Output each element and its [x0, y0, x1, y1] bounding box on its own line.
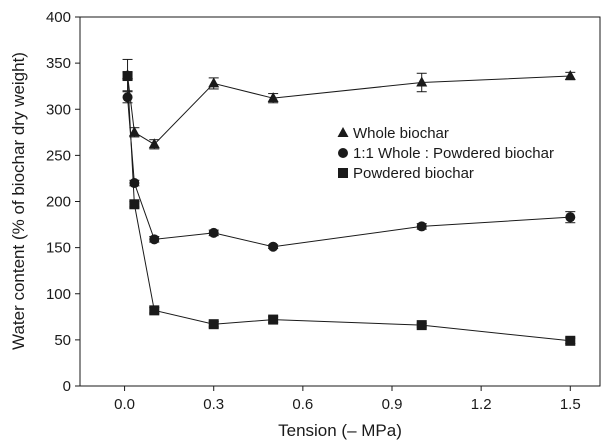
legend-marker-triangle: [337, 127, 349, 137]
y-tick-label: 150: [46, 240, 71, 257]
series-square: [122, 71, 576, 346]
x-axis-label: Tension (– MPa): [278, 421, 402, 440]
legend-label: Powdered biochar: [353, 165, 474, 182]
x-tick-label: 0.3: [203, 396, 224, 413]
data-point: [564, 70, 576, 81]
y-tick-label: 100: [46, 286, 71, 303]
data-point: [208, 77, 220, 88]
series-line: [127, 76, 571, 342]
series-line: [127, 97, 571, 248]
x-tick-label: 0.6: [292, 396, 313, 413]
data-point: [148, 138, 160, 149]
y-tick-label: 250: [46, 147, 71, 164]
y-tick-label: 50: [54, 332, 71, 349]
legend: Whole biochar 1:1 Whole : Powdered biocha…: [337, 125, 554, 182]
data-point: [416, 221, 427, 232]
series-line: [127, 75, 571, 145]
data-point: [268, 241, 279, 252]
legend-marker-square: [338, 168, 348, 178]
y-tick-label: 400: [46, 9, 71, 26]
x-tick-label: 0.9: [382, 396, 403, 413]
data-point: [128, 126, 140, 137]
series-circle: [122, 91, 576, 252]
data-point: [565, 212, 576, 223]
plot-frame: [79, 16, 601, 387]
y-tick-label: 200: [46, 194, 71, 211]
axis-ticks: 0 50 100 150 200 250 300 350 400 0.0 0.3 0.6 0.9 1.2 1…: [46, 9, 581, 413]
y-tick-label: 300: [46, 101, 71, 118]
data-point: [565, 335, 576, 346]
data-point: [149, 234, 160, 245]
legend-marker-circle: [338, 148, 348, 158]
data-point: [208, 319, 219, 330]
data-point: [416, 76, 428, 87]
data-point: [149, 305, 160, 316]
data-point: [208, 227, 219, 238]
data-point: [267, 92, 279, 103]
y-tick-label: 0: [63, 378, 71, 395]
legend-label: 1:1 Whole : Powdered biochar: [353, 145, 554, 162]
y-axis-label: Water content (% of biochar dry weight): [9, 52, 28, 350]
data-point: [122, 71, 133, 82]
series-layer: [122, 58, 576, 346]
legend-label: Whole biochar: [353, 125, 449, 142]
x-tick-label: 1.5: [560, 396, 581, 413]
x-tick-label: 0.0: [114, 396, 135, 413]
y-tick-label: 350: [46, 55, 71, 72]
x-tick-label: 1.2: [471, 396, 492, 413]
series-triangle: [122, 58, 576, 150]
data-point: [416, 320, 427, 331]
data-point: [129, 199, 140, 210]
data-point: [122, 92, 133, 103]
data-point: [129, 178, 140, 189]
data-point: [268, 314, 279, 325]
